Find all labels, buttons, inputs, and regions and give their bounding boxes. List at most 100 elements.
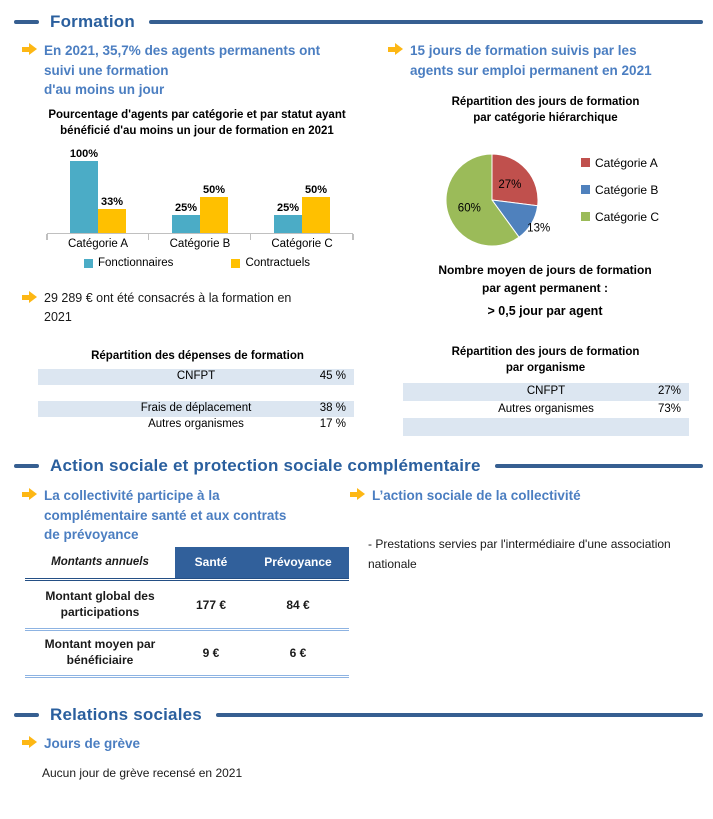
pie-chart: 27% 13% 60% (445, 153, 550, 247)
table-row: Montant moyen par bénéficiaire 9 € 6 € (25, 628, 349, 675)
avg-days-value: > 0,5 jour par agent (487, 304, 603, 318)
arrow-bullet-icon (22, 736, 38, 749)
pie-value-label: 60% (458, 202, 481, 214)
section-rule (494, 464, 703, 468)
bar-chart-legend: Fonctionnaires Contractuels (28, 257, 366, 269)
bullet-formation-right-text: 15 jours de formation suivis par les age… (410, 43, 652, 78)
axis-tick (147, 234, 150, 240)
arrow-bullet-icon (388, 43, 404, 56)
bar: 50% (302, 184, 330, 233)
row-value: 6 € (289, 646, 307, 660)
row-value: 84 € (286, 597, 310, 612)
legend-item: Contractuels (231, 257, 310, 269)
section-dash (14, 464, 39, 468)
bar-chart-plot: 100% 33% 25% 50% 25% 50% (46, 143, 354, 240)
bullet-expense-note: 29 289 € ont été consacrés à la formatio… (22, 289, 358, 328)
bar-value-label: 50% (202, 184, 226, 196)
section-title-formation: Formation (50, 12, 135, 31)
section-header-action-sociale: Action sociale et protection sociale com… (14, 456, 703, 476)
bar-rect (98, 209, 127, 233)
section-header-relations-sociales: Relations sociales (14, 705, 703, 725)
bar: 33% (98, 196, 127, 233)
avg-days-title: Nombre moyen de jours de formation par a… (438, 263, 652, 295)
axis-tick (249, 234, 252, 240)
bar-group: 25% 50% (251, 143, 353, 233)
pie-value-label: 13% (527, 223, 550, 235)
section-dash (14, 20, 39, 24)
bullet-formation-right: 15 jours de formation suivis par les age… (388, 41, 700, 80)
section-rule (215, 713, 703, 717)
row-label: Autres organismes (148, 417, 244, 430)
arrow-bullet-icon (22, 43, 38, 56)
row-label: Montant global des participations (45, 588, 155, 619)
section-title-relations-sociales: Relations sociales (50, 705, 202, 724)
bar-group: 25% 50% (149, 143, 251, 233)
row-label: Montant moyen par bénéficiaire (44, 637, 156, 667)
pie-slice (491, 153, 539, 207)
arrow-bullet-icon (22, 488, 38, 501)
bar-value-label: 25% (174, 202, 198, 214)
bullet-complementaire: La collectivité participe à la complémen… (22, 486, 352, 545)
bar-rect (200, 197, 228, 233)
bar-rect (172, 215, 200, 233)
bar-chart-title: Pourcentage d'agents par catégorie et pa… (48, 109, 346, 138)
legend-swatch (581, 158, 590, 167)
bar-group: 100% 33% (47, 143, 149, 233)
bar: 25% (172, 202, 200, 233)
organisme-table: CNFPT 27% Autres organismes 73% (403, 383, 689, 436)
bullet-formation-left: En 2021, 35,7% des agents permanents ont… (22, 41, 374, 100)
expense-note-text: 29 289 € ont été consacrés à la formatio… (44, 291, 292, 325)
bullet-jours-greve-text: Jours de grève (44, 736, 141, 751)
table-column-header: Prévoyance (247, 547, 349, 578)
legend-label: Fonctionnaires (98, 257, 174, 269)
row-label: CNFPT (176, 370, 216, 382)
bar: 100% (70, 148, 98, 233)
row-value: 45 % (319, 370, 346, 382)
bar-rect (302, 197, 330, 233)
legend-swatch (84, 258, 93, 268)
pie-value-label: 27% (498, 179, 521, 191)
arrow-bullet-icon (350, 488, 366, 501)
organisme-table-title: Répartition des jours de formation par o… (451, 346, 640, 375)
montants-annuels-table: Montants annuels Santé Prévoyance Montant… (25, 547, 349, 678)
pie-chart-legend: Catégorie A Catégorie B Catégorie C (581, 155, 659, 236)
table-row (403, 418, 689, 436)
bar: 25% (274, 202, 302, 233)
expense-table: CNFPT 45 % Frais de déplacement 38 % Autres … (38, 369, 354, 433)
montants-table-header: Montants annuels Santé Prévoyance (25, 547, 349, 581)
bar-value-label: 50% (304, 184, 328, 196)
bullet-complementaire-text: La collectivité participe à la complémen… (44, 488, 287, 543)
greve-note: Aucun jour de grève recensé en 2021 (42, 766, 243, 780)
axis-tick (352, 234, 354, 240)
bullet-jours-greve: Jours de grève (22, 734, 322, 754)
bullet-action-sociale-text: L’action sociale de la collectivité (372, 488, 581, 503)
section-rule (148, 20, 703, 24)
legend-label: Catégorie B (595, 182, 659, 197)
row-value: 73% (657, 402, 681, 415)
pie-slice (445, 153, 520, 247)
section-header-formation: Formation (14, 12, 703, 32)
bar-value-label: 100% (69, 148, 99, 160)
row-label: Autres organismes (498, 402, 594, 415)
bullet-action-sociale: L’action sociale de la collectivité (350, 486, 695, 506)
row-label: Frais de déplacement (140, 401, 252, 414)
axis-category-label: Catégorie C (271, 238, 333, 250)
table-row: Montant global des participations 177 € 84… (25, 581, 349, 628)
prestations-note: - Prestations servies par l'intermédiair… (368, 537, 671, 572)
legend-swatch (231, 258, 241, 268)
table-column-header: Santé (175, 547, 247, 578)
table-row (38, 385, 354, 401)
expense-table-title: Répartition des dépenses de formation (91, 350, 304, 362)
legend-swatch (581, 185, 590, 194)
arrow-bullet-icon (22, 291, 38, 304)
row-value: 27% (657, 385, 681, 397)
axis-category-label: Catégorie A (67, 238, 129, 250)
bar-rect (69, 161, 98, 233)
axis-category-label: Catégorie B (169, 238, 231, 250)
legend-swatch (581, 212, 590, 221)
legend-label: Catégorie A (595, 155, 658, 170)
bar-value-label: 25% (276, 202, 300, 214)
pie-chart-title: Répartition des jours de formation par c… (451, 96, 640, 125)
table-row: CNFPT 45 % (38, 369, 354, 385)
bar: 50% (200, 184, 228, 233)
